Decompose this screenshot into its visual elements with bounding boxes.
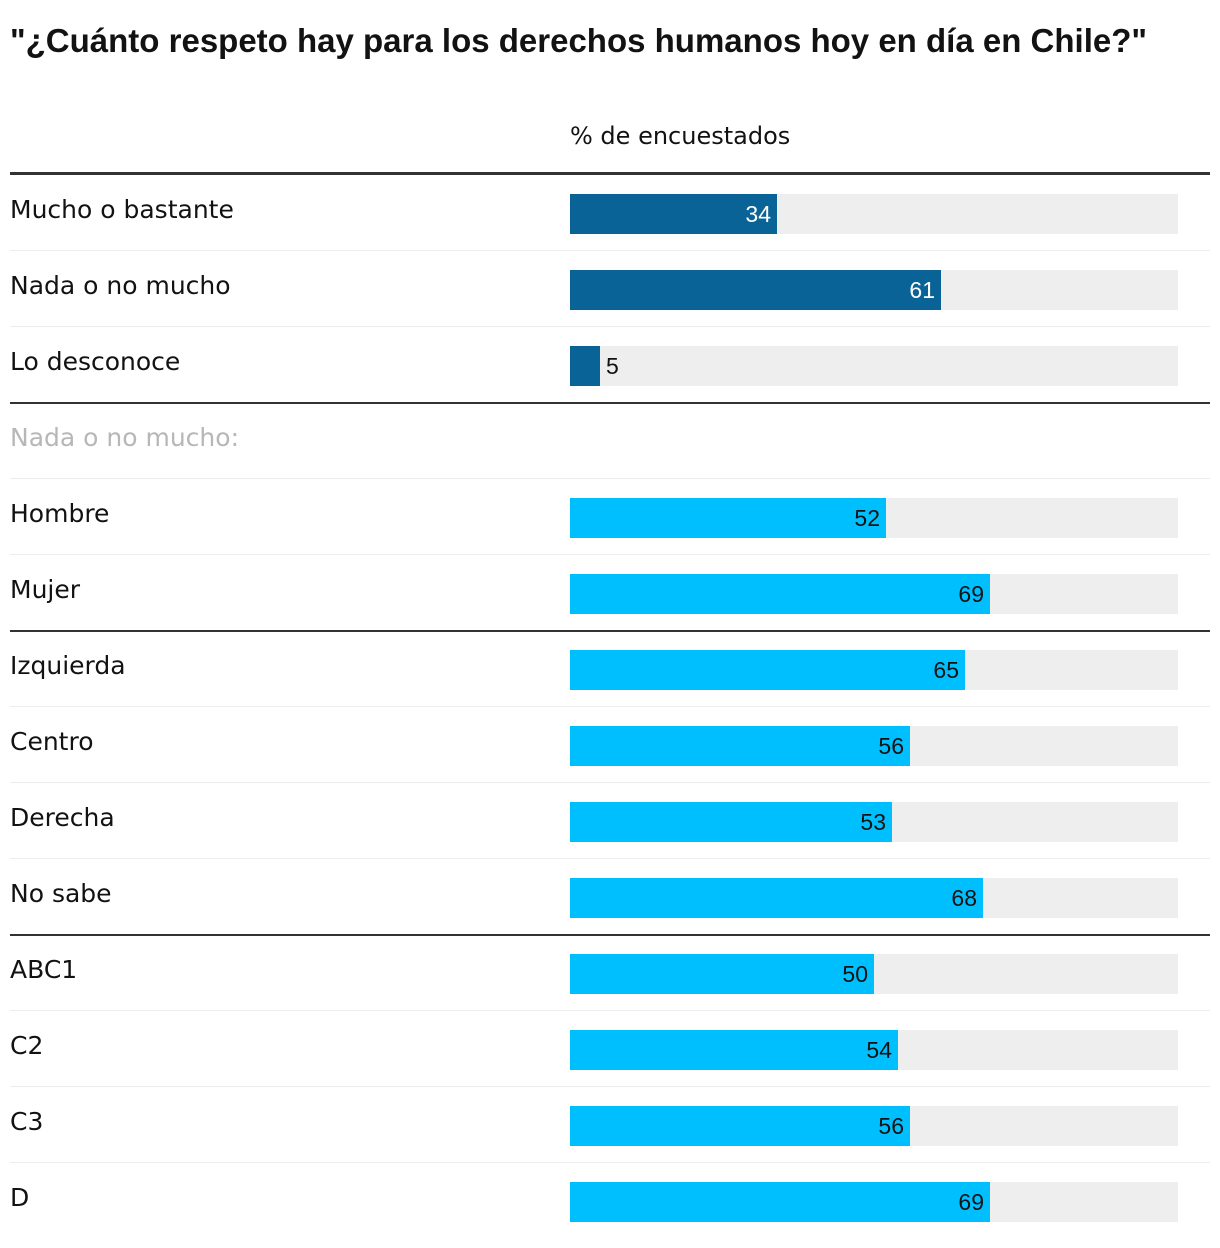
bar: [570, 1030, 898, 1070]
bar-track: 54: [570, 1030, 1178, 1070]
bar: [570, 574, 990, 614]
bar-track: 68: [570, 878, 1178, 918]
row-divider: [10, 1010, 1210, 1011]
row-label: Mujer: [10, 575, 81, 604]
row-label: Lo desconoce: [10, 347, 181, 376]
bar-value-label: 69: [958, 1189, 984, 1215]
row-divider: [10, 326, 1210, 327]
bar-track: 5: [570, 346, 1178, 386]
bar-track: 56: [570, 1106, 1178, 1146]
row-label: Mucho o bastante: [10, 195, 234, 224]
row-label: Centro: [10, 727, 94, 756]
bar: [570, 726, 910, 766]
column-header: % de encuestados: [570, 122, 791, 150]
bar-value-label: 61: [909, 277, 935, 303]
bar-track: 53: [570, 802, 1178, 842]
group-divider: [10, 934, 1210, 936]
chart-title: "¿Cuánto respeto hay para los derechos h…: [10, 22, 1148, 59]
bar-value-label: 54: [866, 1037, 892, 1063]
bar-value-label: 56: [878, 1113, 904, 1139]
bar: [570, 1182, 990, 1222]
bar: [570, 346, 600, 386]
bar-track: 56: [570, 726, 1178, 766]
row-divider: [10, 706, 1210, 707]
bar-value-label: 65: [933, 657, 959, 683]
group-divider: [10, 172, 1210, 175]
bar-track: 34: [570, 194, 1178, 234]
bar-value-label: 52: [854, 505, 880, 531]
row-label: Nada o no mucho: [10, 271, 231, 300]
group-divider: [10, 402, 1210, 404]
bar-track: 61: [570, 270, 1178, 310]
bar-value-label: 5: [606, 353, 619, 379]
bar-value-label: 53: [860, 809, 886, 835]
bar-value-label: 50: [842, 961, 868, 987]
row-divider: [10, 858, 1210, 859]
row-label: ABC1: [10, 955, 78, 984]
row-label: Izquierda: [10, 651, 126, 680]
bar-track: 69: [570, 1182, 1178, 1222]
group-divider: [10, 630, 1210, 632]
row-label: Hombre: [10, 499, 110, 528]
row-divider: [10, 554, 1210, 555]
bar: [570, 498, 886, 538]
row-divider: [10, 782, 1210, 783]
bar-value-label: 69: [958, 581, 984, 607]
row-divider: [10, 1086, 1210, 1087]
row-label: C3: [10, 1107, 44, 1136]
bar-track: 50: [570, 954, 1178, 994]
row-divider: [10, 478, 1210, 479]
row-label: No sabe: [10, 879, 112, 908]
bar-track: 65: [570, 650, 1178, 690]
row-label: C2: [10, 1031, 44, 1060]
row-divider: [10, 1162, 1210, 1163]
bar-track: 69: [570, 574, 1178, 614]
bar-value-label: 56: [878, 733, 904, 759]
row-divider: [10, 250, 1210, 251]
bar: [570, 194, 777, 234]
bar-value-label: 68: [951, 885, 977, 911]
bar: [570, 802, 892, 842]
bar-track: 52: [570, 498, 1178, 538]
bar: [570, 954, 874, 994]
bar-value-label: 34: [745, 201, 771, 227]
bar: [570, 1106, 910, 1146]
bar: [570, 650, 965, 690]
bar: [570, 270, 941, 310]
group-subtitle: Nada o no mucho:: [10, 423, 239, 452]
bar: [570, 878, 983, 918]
row-label: Derecha: [10, 803, 115, 832]
row-label: D: [10, 1183, 30, 1212]
